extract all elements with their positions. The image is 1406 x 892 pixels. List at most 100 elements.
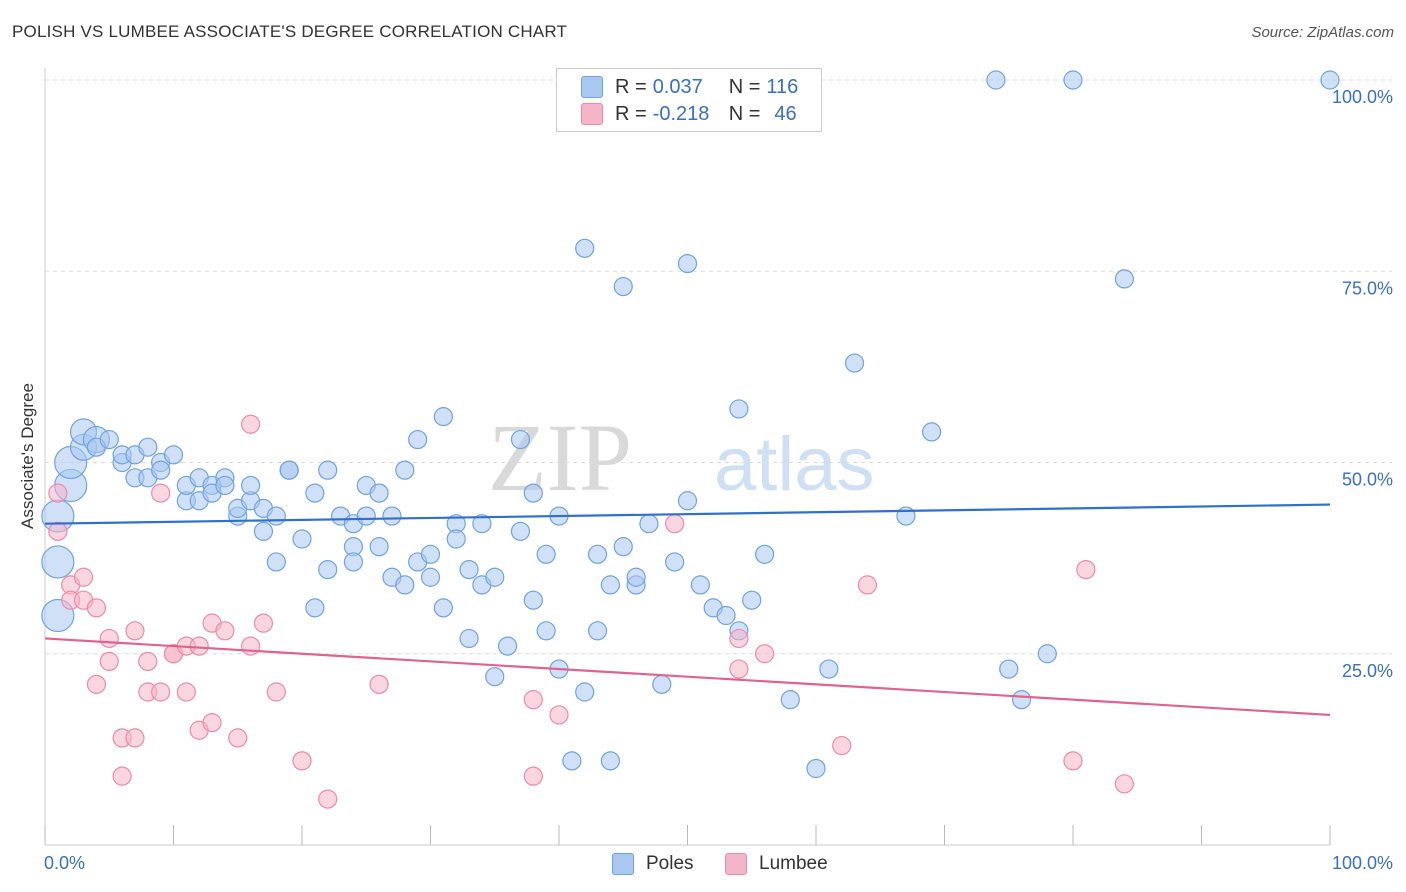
poles-point — [716, 605, 736, 626]
stats-legend: R = 0.037 N = 116 R = -0.218 N = 46 — [556, 68, 822, 132]
poles-point — [446, 529, 466, 549]
lumbee-point — [48, 521, 68, 541]
poles-point — [433, 407, 453, 427]
lumbee-point — [176, 682, 196, 702]
poles-point — [369, 483, 389, 503]
lumbee-point — [202, 712, 222, 733]
poles-point — [408, 429, 428, 450]
poles-point — [382, 506, 402, 526]
poles-point — [922, 422, 942, 442]
poles-point — [665, 552, 685, 572]
poles-point — [510, 521, 531, 541]
poles-point — [279, 460, 299, 480]
lumbee-point — [1114, 774, 1135, 794]
lumbee-point — [215, 621, 235, 641]
poles-point — [138, 437, 158, 457]
x-tick-label: 100.0% — [1332, 853, 1393, 873]
poles-point — [523, 590, 543, 610]
poles-point — [1114, 269, 1135, 289]
poles-point — [356, 506, 376, 526]
poles-point — [369, 537, 389, 557]
poles-point — [472, 514, 492, 534]
points-layer — [41, 70, 1340, 809]
source-label: Source: ZipAtlas.com — [1251, 24, 1394, 41]
poles-point — [215, 475, 235, 496]
lumbee-point — [369, 674, 389, 694]
poles-point — [600, 751, 621, 771]
poles-point — [639, 514, 659, 534]
lumbee-point — [729, 628, 749, 649]
poles-point — [986, 70, 1006, 90]
legend-n-label: N = — [728, 75, 761, 98]
poles-point — [690, 575, 710, 595]
poles-point — [485, 667, 505, 687]
poles-point — [420, 544, 441, 564]
poles-point — [652, 674, 672, 694]
poles-point — [292, 529, 312, 549]
lumbee-point — [729, 659, 749, 679]
lumbee-point — [318, 789, 338, 809]
poles-point — [485, 567, 505, 587]
lumbee-point — [1063, 751, 1083, 771]
poles-point — [536, 621, 556, 641]
watermark-zip: ZIP — [488, 404, 632, 511]
lumbee-legend-swatch — [725, 853, 747, 875]
poles-point — [587, 544, 608, 564]
bottom-legend-poles[interactable]: Poles — [612, 852, 694, 876]
poles-point — [742, 590, 762, 610]
poles-point — [600, 575, 621, 595]
legend-row-lumbee: R = -0.218 N = 46 — [581, 102, 797, 126]
poles-point — [1063, 70, 1083, 90]
poles-point — [844, 353, 865, 373]
lumbee-swatch — [581, 103, 603, 125]
poles-point — [510, 429, 531, 450]
poles-point — [163, 445, 184, 465]
trend-layer — [44, 503, 1331, 717]
poles-legend-label: Poles — [646, 853, 694, 874]
poles-point — [420, 567, 441, 587]
lumbee-point — [266, 682, 286, 702]
lumbee-point — [857, 575, 878, 595]
legend-r-value: 0.037 — [652, 75, 703, 98]
poles-point — [677, 254, 698, 274]
poles-point — [523, 483, 543, 503]
lumbee-point — [549, 705, 569, 725]
legend-r-label: R = — [615, 102, 647, 125]
lumbee-point — [48, 483, 68, 503]
poles-point — [253, 521, 274, 541]
lumbee-point — [292, 751, 312, 771]
poles-point — [459, 628, 479, 649]
bottom-legend-lumbee[interactable]: Lumbee — [725, 852, 828, 876]
lumbee-point — [86, 598, 107, 618]
poles-point — [575, 682, 595, 702]
poles-point — [343, 552, 363, 572]
poles-point — [1011, 690, 1032, 710]
poles-point — [677, 491, 698, 511]
lumbee-point — [241, 636, 261, 656]
lumbee-point — [151, 682, 171, 702]
poles-point — [241, 475, 261, 496]
legend-n-label: N = — [728, 102, 761, 125]
poles-legend-swatch — [612, 853, 634, 875]
poles-point — [1037, 644, 1057, 664]
poles-point — [41, 545, 75, 579]
poles-point — [806, 758, 826, 779]
lumbee-point — [1076, 559, 1096, 580]
legend-r-label: R = — [615, 75, 647, 98]
lumbee-trend-line — [44, 637, 1331, 717]
poles-point — [318, 559, 338, 580]
lumbee-legend-label: Lumbee — [759, 853, 828, 874]
poles-point — [305, 598, 325, 618]
poles-point — [151, 460, 171, 480]
lumbee-point — [112, 766, 132, 786]
legend-row-poles: R = 0.037 N = 116 — [581, 75, 798, 99]
lumbee-point — [832, 735, 852, 756]
poles-point — [626, 567, 646, 587]
poles-point — [613, 276, 633, 297]
poles-trend-line — [44, 503, 1331, 525]
chart-title: POLISH VS LUMBEE ASSOCIATE'S DEGREE CORR… — [12, 22, 568, 41]
lumbee-point — [73, 567, 94, 587]
y-tick-label: 50.0% — [1342, 470, 1393, 490]
poles-point — [819, 659, 839, 679]
